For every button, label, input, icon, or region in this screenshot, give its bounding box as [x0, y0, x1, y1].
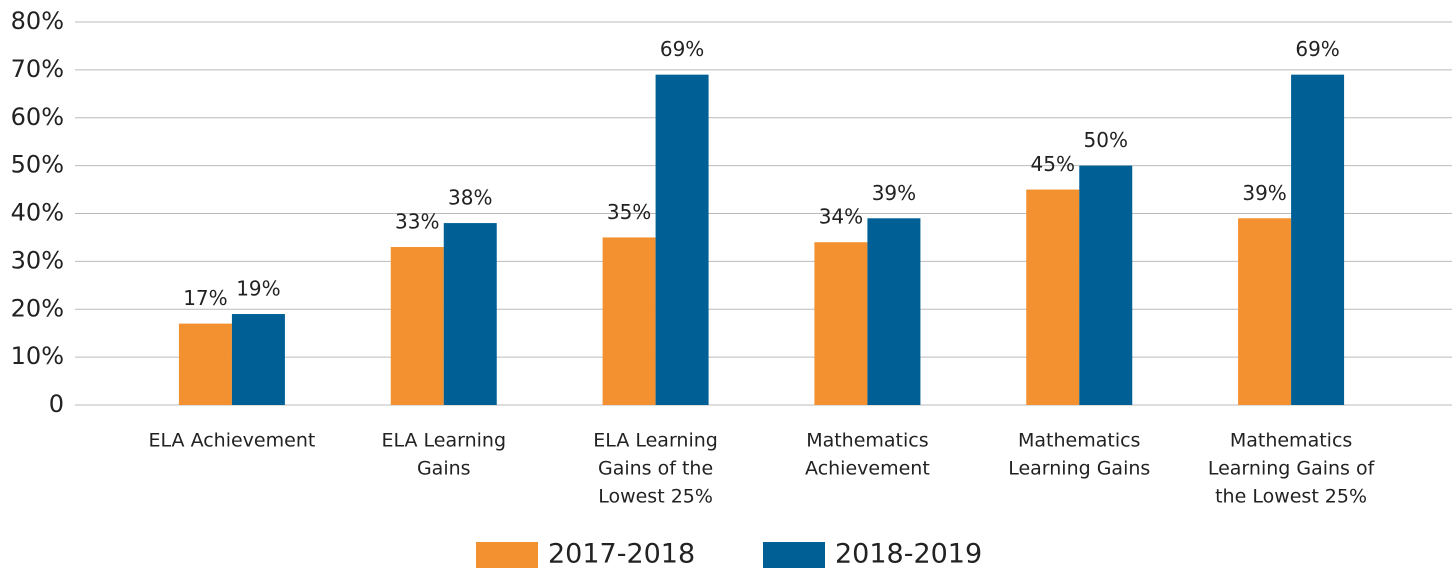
value-label: 39% [1242, 181, 1286, 205]
x-tick-label: Gains of the [598, 458, 713, 480]
bar [1291, 74, 1345, 405]
x-tick-label: Achievement [805, 458, 930, 480]
y-tick-label: 70% [11, 55, 64, 83]
x-tick-label: Learning Gains of [1208, 458, 1376, 480]
value-label: 33% [395, 210, 439, 234]
x-tick-label: Learning Gains [1008, 458, 1150, 480]
y-tick-label: 60% [11, 103, 64, 131]
x-tick-label: Gains [417, 458, 471, 480]
y-tick-label: 20% [11, 294, 64, 322]
x-tick-label: ELA Learning [381, 430, 506, 452]
bar [390, 247, 444, 405]
value-label: 69% [660, 37, 704, 61]
value-label: 69% [1295, 37, 1339, 61]
y-tick-label: 30% [11, 246, 64, 274]
bar [231, 314, 285, 405]
x-tick-label: ELA Learning [593, 430, 718, 452]
x-tick-label: ELA Achievement [149, 430, 316, 452]
bar [443, 223, 497, 405]
y-tick-label: 80% [11, 7, 64, 35]
value-label: 38% [448, 186, 492, 210]
bar [178, 323, 232, 405]
bar [655, 74, 709, 405]
x-tick-label: Lowest 25% [598, 486, 713, 508]
value-label: 35% [607, 200, 651, 224]
y-tick-label: 0 [49, 390, 64, 418]
y-tick-label: 50% [11, 151, 64, 179]
value-label: 17% [183, 286, 227, 310]
legend-swatch [763, 542, 825, 568]
value-label: 50% [1084, 128, 1128, 152]
value-label: 19% [236, 277, 280, 301]
x-tick-label: the Lowest 25% [1215, 486, 1367, 508]
x-tick-label: Mathematics [1018, 430, 1140, 452]
value-label: 34% [819, 205, 863, 229]
bar [602, 237, 656, 405]
legend-label: 2018-2019 [835, 539, 982, 569]
bar [867, 218, 921, 405]
bar [814, 242, 868, 405]
x-tick-label: Mathematics [1230, 430, 1352, 452]
legend-swatch [476, 542, 538, 568]
bar [1026, 189, 1080, 405]
bar [1079, 165, 1133, 405]
y-tick-label: 40% [11, 199, 64, 227]
legend-label: 2017-2018 [548, 539, 695, 569]
y-tick-label: 10% [11, 342, 64, 370]
x-tick-label: Mathematics [806, 430, 928, 452]
value-label: 39% [872, 181, 916, 205]
bar [1238, 218, 1292, 405]
value-label: 45% [1031, 152, 1075, 176]
